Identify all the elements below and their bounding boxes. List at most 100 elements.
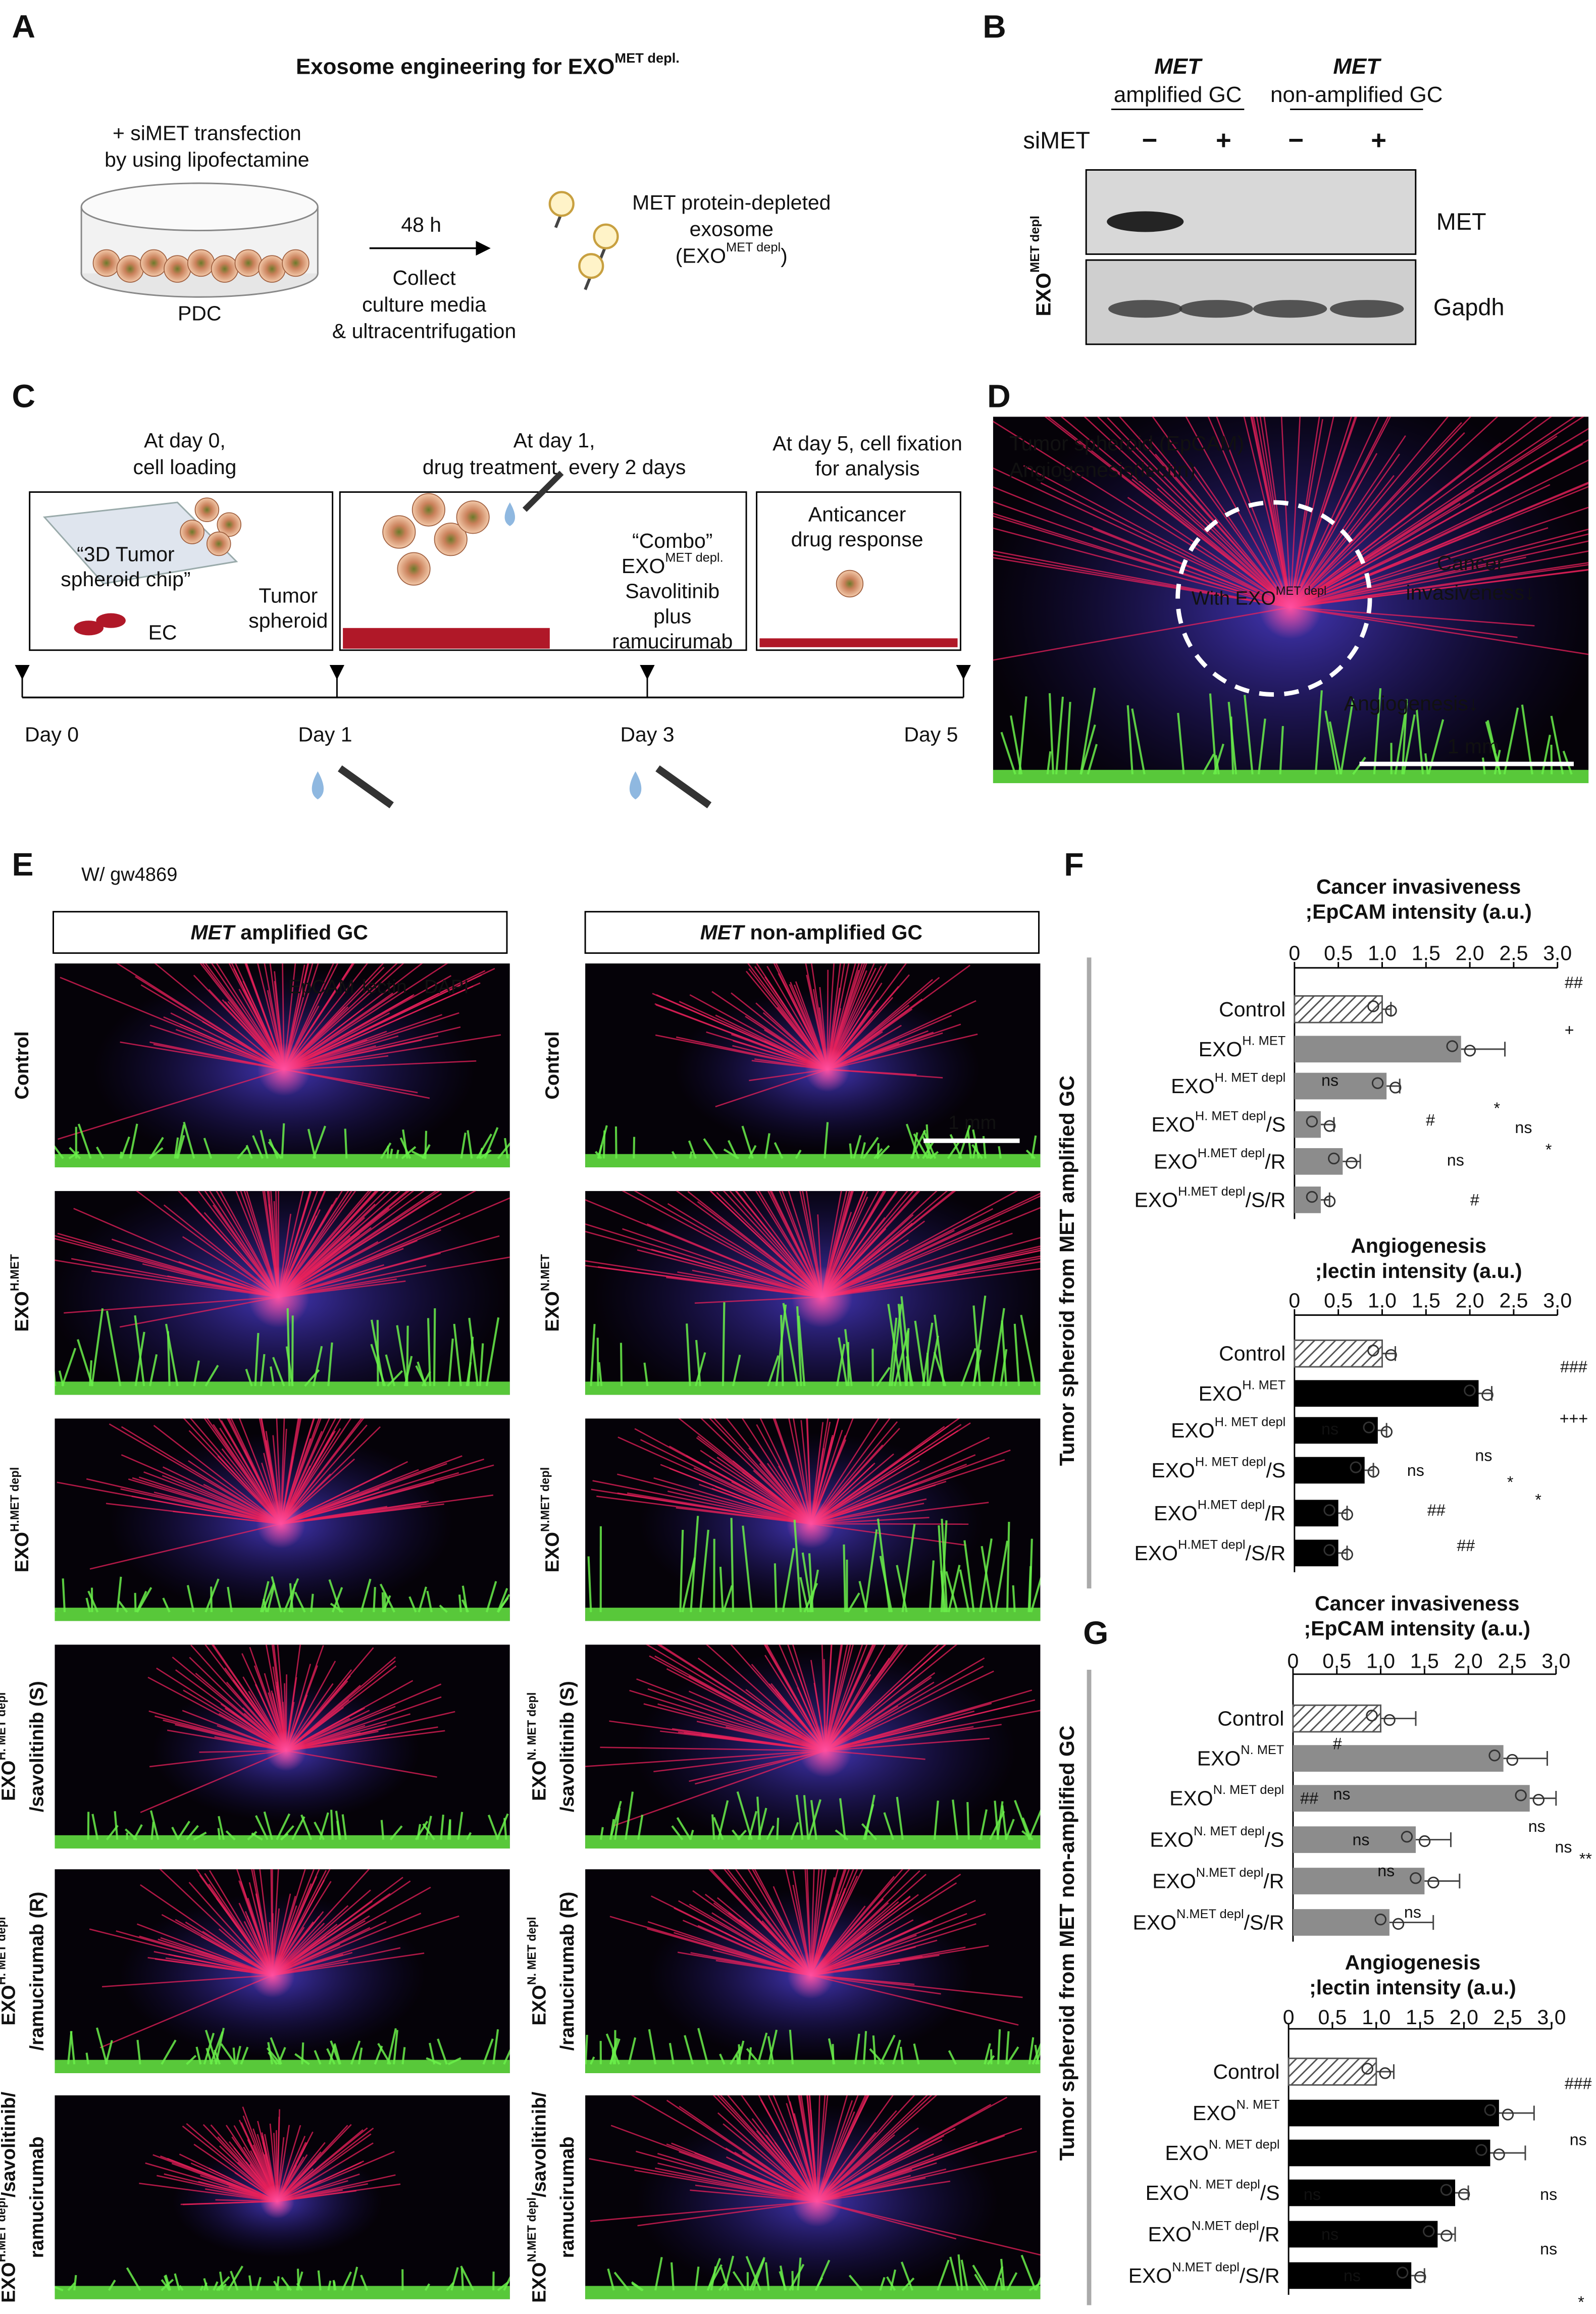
- green-sprout: [776, 1818, 780, 1840]
- cell: [211, 255, 239, 283]
- green-sprout: [1230, 716, 1234, 775]
- chart-title: ;lectin intensity (a.u.): [1309, 1976, 1516, 1999]
- green-sprout: [736, 2054, 739, 2065]
- text-part: H. MET: [1242, 1378, 1285, 1392]
- green-sprout: [120, 1136, 130, 1159]
- text-part: EXO: [1146, 2181, 1190, 2204]
- green-sprout: [261, 1582, 275, 1613]
- text-part: /savolitinib/: [529, 2091, 550, 2197]
- x-tick-label: 1.5: [1410, 1649, 1439, 1672]
- red-sprout: [810, 1869, 827, 1976]
- red-sprout: [825, 1705, 1010, 1752]
- green-sprout: [204, 1365, 219, 1387]
- green-sprout: [236, 1146, 248, 1159]
- point: [1385, 1349, 1397, 1361]
- green-sprout: [1031, 1135, 1037, 1159]
- red-sprout: [272, 1886, 431, 1976]
- annotation-text: Angiogenesis↓: [1344, 692, 1478, 715]
- green-sprout: [67, 2282, 76, 2291]
- micrograph: [55, 963, 510, 1167]
- category-label: EXOH.MET depl/R: [1154, 1146, 1285, 1173]
- green-sprout: [280, 1825, 294, 1840]
- cell: [397, 552, 431, 586]
- red-sprout: [810, 1418, 854, 1524]
- annotation-text: Cancer: [1437, 551, 1504, 575]
- red-sprout: [277, 2129, 364, 2202]
- red-sprout: [816, 2150, 1037, 2202]
- green-sprout: [1028, 1538, 1033, 1612]
- green-sprout: [910, 1129, 926, 1159]
- green-sprout: [847, 1592, 860, 1613]
- green-sprout: [225, 1830, 236, 1841]
- text-part: MET depl: [1276, 584, 1326, 597]
- green-sprout: [213, 2281, 219, 2291]
- red-sprout: [709, 1418, 812, 1524]
- significance: *: [1507, 1473, 1514, 1491]
- green-sprout: [296, 2271, 303, 2291]
- green-sprout: [688, 1140, 697, 1159]
- green-sprout: [497, 1142, 510, 1159]
- point: [1379, 2067, 1392, 2079]
- green-sprout: [801, 1552, 813, 1613]
- syringe: [522, 471, 564, 512]
- text-part: EXO: [1169, 1787, 1213, 1810]
- cell: [382, 515, 416, 549]
- micrograph: [585, 963, 1041, 1167]
- red-sprout: [190, 1418, 282, 1524]
- red-sprout: [270, 1191, 280, 1297]
- green-sprout: [767, 2029, 778, 2065]
- text-part: EXO: [0, 1760, 20, 1801]
- green-sprout: [496, 1813, 509, 1840]
- green-sprout: [487, 1814, 499, 1840]
- green-sprout: [255, 1815, 269, 1840]
- category-label: EXOH. MET depl/S: [1151, 1109, 1285, 1136]
- red-sprout: [1152, 417, 1291, 608]
- green-sprout: [1028, 2282, 1041, 2291]
- point: [1532, 1793, 1545, 1806]
- text-part: N. MET depl: [525, 1692, 538, 1761]
- arrow-head: [476, 241, 491, 256]
- text-part: H.MET depl: [1198, 1498, 1265, 1512]
- green-sprout: [85, 2052, 89, 2065]
- significance: ns: [1540, 2240, 1557, 2258]
- red-sprout: [283, 963, 404, 1070]
- green-sprout: [891, 1304, 902, 1386]
- red-sprout: [810, 1418, 880, 1524]
- green-sprout: [350, 2040, 361, 2065]
- green-sprout: [1257, 718, 1266, 775]
- category-label: EXOH.MET depl/S/R: [1134, 1185, 1285, 1211]
- green-sprout: [676, 1817, 692, 1840]
- category-label: EXON. MET depl: [1169, 1783, 1284, 1810]
- red-sprout: [821, 1207, 1041, 1298]
- text-part: EXO: [1154, 1150, 1198, 1173]
- green-sprout: [326, 2048, 336, 2065]
- core: [260, 2184, 295, 2219]
- text-part: Control: [1213, 2060, 1279, 2083]
- text-part: EXO: [1134, 1188, 1178, 1211]
- text-part: H. MET depl: [1195, 1455, 1266, 1469]
- day-label: Day 3: [620, 723, 674, 746]
- green-sprout: [886, 2276, 896, 2291]
- x-tick-label: 1.5: [1406, 2006, 1434, 2029]
- green-sprout: [281, 1123, 285, 1159]
- green-sprout: [286, 1308, 291, 1386]
- green-sprout: [447, 2057, 461, 2066]
- green-sprout: [1006, 2046, 1019, 2065]
- green-sprout: [994, 1801, 999, 1840]
- point: [1440, 2230, 1453, 2242]
- red-sprout: [825, 1644, 958, 1752]
- bar: [1294, 1457, 1365, 1484]
- significance: ns: [1333, 1785, 1350, 1803]
- green-sprout: [994, 1540, 1009, 1613]
- micrograph: [55, 2095, 510, 2299]
- green-sprout: [745, 2255, 762, 2291]
- row-label: Control: [12, 1031, 33, 1099]
- point: [1367, 1466, 1380, 1478]
- text-part: EXO: [1197, 1747, 1241, 1770]
- cell: [836, 570, 864, 598]
- red-sprout: [1290, 484, 1551, 608]
- red-sprout: [1216, 417, 1292, 608]
- red-sprout: [1290, 435, 1558, 608]
- green-sprout: [418, 1586, 427, 1613]
